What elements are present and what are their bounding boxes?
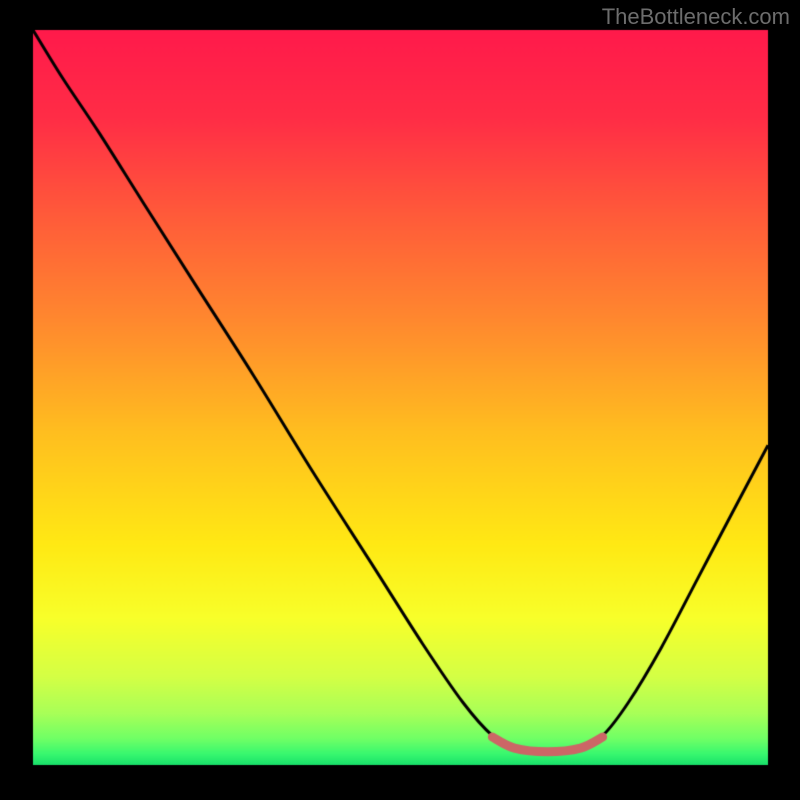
chart-stage: TheBottleneck.com <box>0 0 800 800</box>
bottleneck-chart-canvas <box>0 0 800 800</box>
